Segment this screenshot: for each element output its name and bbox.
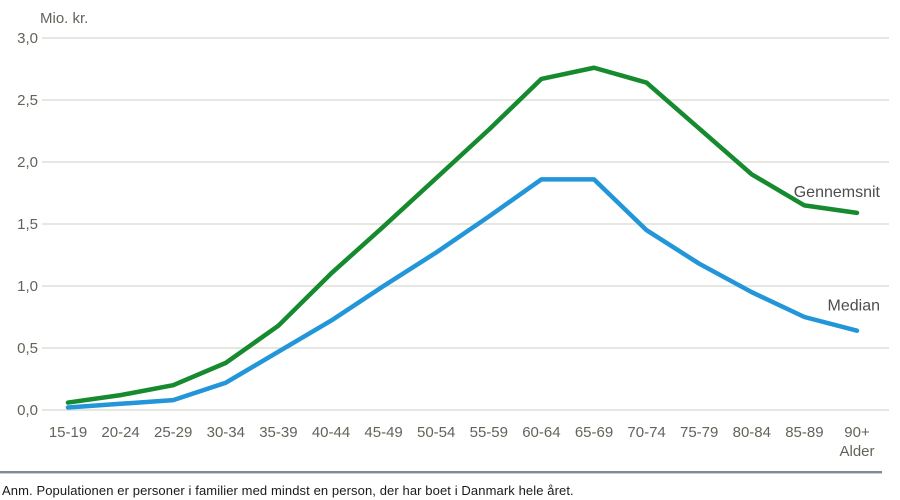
y-tick-label: 1,0 <box>17 278 38 295</box>
x-tick-label: 80-84 <box>733 424 771 441</box>
x-tick-label: 35-39 <box>259 424 297 441</box>
y-axis-unit-label: Mio. kr. <box>40 10 88 27</box>
x-tick-label: 50-54 <box>417 424 455 441</box>
series-line-median <box>65 177 860 410</box>
footer-divider <box>0 471 882 474</box>
y-tick-label: 0,5 <box>17 340 38 357</box>
x-tick-label: 40-44 <box>312 424 350 441</box>
series-label-median: Median <box>828 298 880 315</box>
x-tick-label: 15-19 <box>49 424 87 441</box>
x-axis-title: Alder <box>839 443 874 460</box>
x-tick-label: 75-79 <box>680 424 718 441</box>
y-tick-label: 1,5 <box>17 216 38 233</box>
x-tick-label: 60-64 <box>522 424 560 441</box>
x-tick-label: 55-59 <box>470 424 508 441</box>
x-tick-label: 65-69 <box>575 424 613 441</box>
x-tick-label: 25-29 <box>154 424 192 441</box>
y-tick-label: 2,5 <box>17 92 38 109</box>
chart-footnote: Anm. Populationen er personer i familier… <box>2 483 574 498</box>
y-tick-label: 2,0 <box>17 154 38 171</box>
x-tick-label: 45-49 <box>364 424 402 441</box>
income-by-age-chart: 0,0 0,5 1,0 1,5 2,0 2,5 3,0 Mio. kr. 15-19 20-24 2… <box>17 10 889 460</box>
y-tick-label: 3,0 <box>17 30 38 47</box>
series-label-gennemsnit: Gennemsnit <box>794 184 881 201</box>
x-tick-label: 85-89 <box>785 424 823 441</box>
series-line-gennemsnit <box>65 65 860 405</box>
x-tick-label: 20-24 <box>101 424 139 441</box>
y-tick-label: 0,0 <box>17 402 38 419</box>
x-tick-label: 90+ <box>844 424 870 441</box>
x-tick-label: 30-34 <box>207 424 245 441</box>
x-tick-label: 70-74 <box>627 424 665 441</box>
